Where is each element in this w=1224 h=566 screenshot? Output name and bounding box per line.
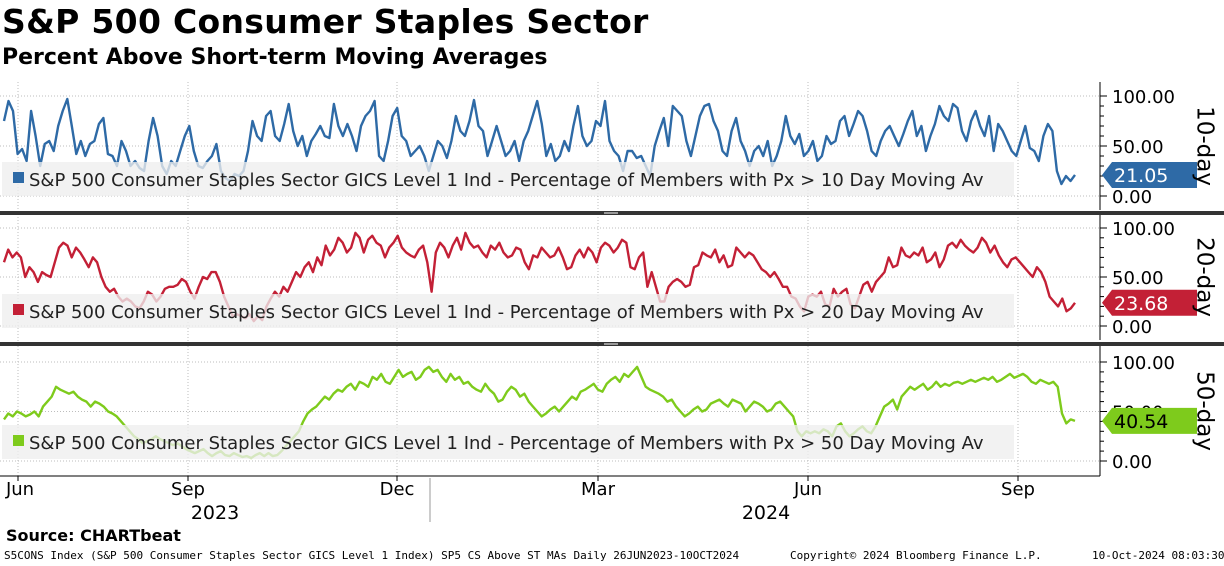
y-tick-label: 100.00 (1112, 353, 1175, 374)
x-tick-label: Sep (171, 479, 205, 500)
y-tick-label: 0.00 (1112, 317, 1152, 338)
y-tick-label: 50.00 (1112, 268, 1164, 289)
chart-title: S&P 500 Consumer Staples Sector (2, 2, 649, 41)
y-tick-label: 0.00 (1112, 187, 1152, 208)
legend-label-20-day: S&P 500 Consumer Staples Sector GICS Lev… (29, 302, 984, 323)
legend-label-50-day: S&P 500 Consumer Staples Sector GICS Lev… (29, 433, 984, 454)
legend-swatch-20-day (13, 304, 24, 315)
footer-index-description: S5CONS Index (S&P 500 Consumer Staples S… (4, 549, 740, 562)
footer-copyright: Copyright© 2024 Bloomberg Finance L.P. (790, 549, 1042, 562)
y-tick-label: 100.00 (1112, 219, 1175, 240)
series-line-10-day (2, 97, 1076, 186)
legend-swatch-10-day (13, 172, 24, 183)
panel-label-50-day: 50-day (1192, 371, 1218, 451)
legend-band (2, 162, 1014, 196)
last-value-badge-50-day (1102, 407, 1197, 434)
y-tick-label: 50.00 (1112, 137, 1164, 158)
last-value-label-20-day: 23.68 (1114, 293, 1168, 315)
chart-subtitle: Percent Above Short-term Moving Averages (2, 45, 548, 70)
panel-label-20-day: 20-day (1192, 237, 1218, 317)
last-value-badge-20-day (1102, 289, 1197, 316)
footer-timestamp: 10-Oct-2024 08:03:30 (1092, 549, 1224, 562)
year-label: 2024 (742, 502, 790, 524)
last-value-label-50-day: 40.54 (1114, 411, 1168, 433)
legend-band (2, 425, 1014, 459)
panel-label-10-day: 10-day (1192, 106, 1218, 186)
x-tick-label: Dec (380, 479, 415, 500)
legend-band (2, 294, 1014, 328)
series-line-20-day (2, 231, 1076, 323)
x-tick-label: Sep (1001, 479, 1035, 500)
y-tick-label: 0.00 (1112, 452, 1152, 473)
year-label: 2023 (191, 502, 239, 524)
legend-swatch-50-day (13, 435, 24, 446)
last-value-label-10-day: 21.05 (1114, 165, 1168, 187)
y-tick-label: 100.00 (1112, 87, 1175, 108)
x-tick-label: Jun (793, 479, 822, 500)
x-tick-label: Jun (5, 479, 34, 500)
legend-label-10-day: S&P 500 Consumer Staples Sector GICS Lev… (29, 170, 984, 191)
last-value-badge-10-day (1102, 161, 1197, 188)
source-label: Source: CHARTbeat (6, 526, 181, 545)
x-tick-label: Mar (581, 479, 616, 500)
